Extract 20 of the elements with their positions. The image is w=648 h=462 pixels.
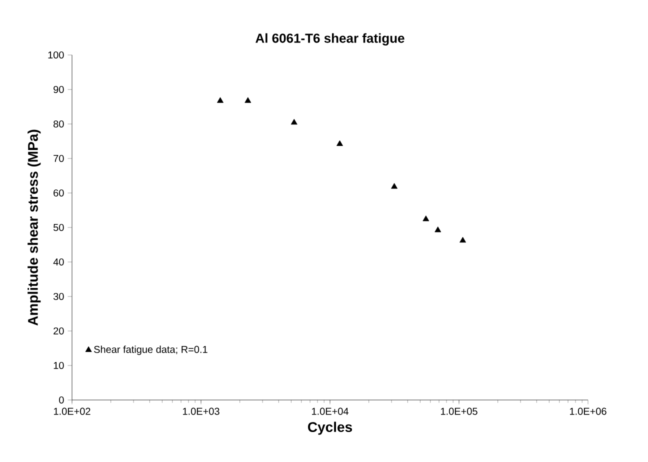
legend-label: Shear fatigue data; R=0.1 (94, 346, 208, 355)
x-tick-label: 1.0E+03 (183, 408, 220, 415)
y-tick-label: 0 (59, 396, 64, 404)
chart-title: Al 6061-T6 shear fatigue (256, 33, 404, 46)
y-tick-label: 60 (54, 189, 64, 197)
y-tick-label: 20 (54, 327, 64, 335)
x-axis-title: Cycles (308, 422, 352, 435)
y-tick-label: 10 (54, 362, 64, 370)
x-tick-label: 1.0E+04 (312, 408, 348, 415)
y-tick-label: 90 (54, 86, 64, 94)
y-tick-label: 30 (53, 292, 64, 300)
y-axis-title: Amplitude shear stress (MPa) (28, 130, 41, 326)
y-tick-label: 70 (54, 154, 64, 162)
y-tick-label: 50 (54, 224, 64, 232)
x-tick-label: 1.0E+05 (441, 408, 478, 415)
x-tick-label: 1.0E+06 (570, 408, 606, 415)
x-tick-label: 1.0E+02 (54, 408, 90, 415)
y-tick-label: 40 (53, 258, 64, 266)
y-tick-label: 100 (48, 51, 64, 59)
y-tick-label: 80 (54, 120, 64, 128)
